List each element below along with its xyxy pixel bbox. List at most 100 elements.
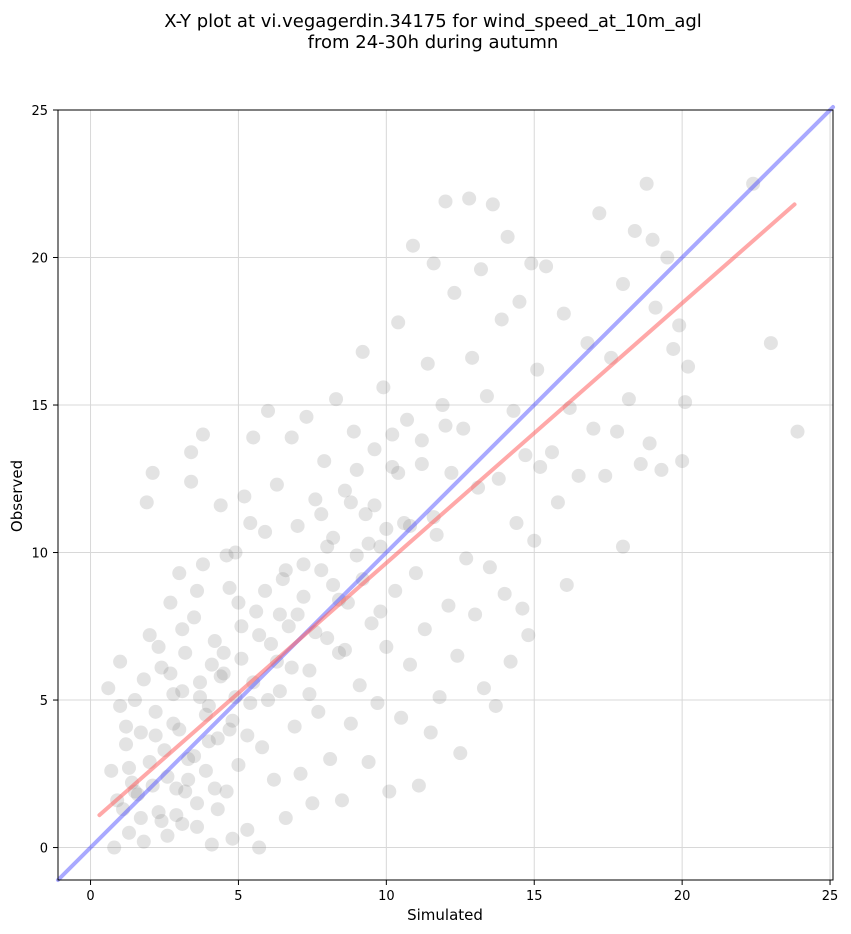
scatter-point: [423, 725, 438, 740]
scatter-point: [184, 445, 199, 460]
scatter-point: [326, 530, 341, 545]
scatter-point: [462, 191, 477, 206]
scatter-point: [252, 628, 267, 643]
scatter-point: [228, 545, 243, 560]
scatter-point: [556, 306, 571, 321]
scatter-point: [160, 769, 175, 784]
scatter-point: [160, 828, 175, 843]
scatter-point: [133, 725, 148, 740]
scatter-point: [187, 749, 202, 764]
scatter-point: [459, 551, 474, 566]
scatter-point: [763, 336, 778, 351]
chart-title-line-1: X-Y plot at vi.vegagerdin.34175 for wind…: [164, 11, 702, 32]
x-tick-label: 10: [378, 889, 395, 904]
scatter-point: [746, 176, 761, 191]
scatter-point: [500, 229, 515, 244]
scatter-point: [266, 772, 281, 787]
scatter-point: [142, 628, 157, 643]
x-tick-label: 25: [822, 889, 839, 904]
scatter-point: [104, 763, 119, 778]
scatter-point: [281, 619, 296, 634]
scatter-point: [121, 825, 136, 840]
scatter-point: [163, 666, 178, 681]
scatter-point: [166, 687, 181, 702]
scatter-point: [169, 808, 184, 823]
scatter-point: [382, 784, 397, 799]
scatter-point: [408, 566, 423, 581]
scatter-point: [403, 518, 418, 533]
scatter-point: [296, 589, 311, 604]
scatter-point: [216, 666, 231, 681]
scatter-point: [172, 722, 187, 737]
scatter-point: [320, 631, 335, 646]
scatter-point: [130, 787, 145, 802]
scatter-point: [234, 651, 249, 666]
y-tick-label: 5: [40, 694, 48, 709]
y-tick-label: 25: [31, 104, 48, 119]
scatter-point: [675, 454, 690, 469]
scatter-point: [133, 811, 148, 826]
scatter-point: [139, 495, 154, 510]
scatter-point: [444, 465, 459, 480]
scatter-point: [151, 639, 166, 654]
scatter-point: [201, 698, 216, 713]
scatter-point: [391, 465, 406, 480]
scatter-point: [163, 595, 178, 610]
scatter-point: [373, 539, 388, 554]
scatter-point: [482, 560, 497, 575]
scatter-point: [192, 690, 207, 705]
scatter-point: [397, 516, 412, 531]
chart-title-line-2: from 24-30h during autumn: [308, 32, 559, 53]
scatter-point: [243, 695, 258, 710]
scatter-point: [302, 687, 317, 702]
y-axis-label: Observed: [8, 460, 26, 532]
scatter-point: [621, 392, 636, 407]
y-tick-label: 0: [40, 842, 48, 857]
scatter-point: [450, 648, 465, 663]
fit-lines: [56, 105, 835, 882]
scatter-point: [302, 663, 317, 678]
scatter-point: [219, 784, 234, 799]
scatter-point: [373, 604, 388, 619]
scatter-point: [337, 483, 352, 498]
scatter-point: [101, 681, 116, 696]
y-tick-label: 10: [31, 547, 48, 562]
scatter-point: [127, 693, 142, 708]
scatter-point: [181, 752, 196, 767]
x-tick-label: 15: [526, 889, 543, 904]
scatter-point: [314, 563, 329, 578]
scatter-point: [503, 654, 518, 669]
scatter-point: [660, 250, 675, 265]
scatter-point: [119, 737, 134, 752]
scatter-point: [210, 731, 225, 746]
scatter-point: [225, 713, 240, 728]
scatter-point: [119, 719, 134, 734]
scatter-point: [476, 681, 491, 696]
scatter-point: [249, 604, 264, 619]
scatter-point: [258, 524, 273, 539]
scatter-point: [580, 336, 595, 351]
scatter-point: [379, 639, 394, 654]
scatter-point: [261, 693, 276, 708]
scatter-point: [527, 533, 542, 548]
scatter-point: [405, 238, 420, 253]
scatter-point: [370, 695, 385, 710]
x-tick-label: 20: [674, 889, 691, 904]
x-axis-label: Simulated: [407, 906, 483, 924]
scatter-point: [435, 398, 450, 413]
scatter-point: [488, 698, 503, 713]
scatter-point: [346, 424, 361, 439]
scatter-point: [361, 754, 376, 769]
scatter-point: [210, 802, 225, 817]
scatter-point: [107, 840, 122, 855]
scatter-point: [479, 389, 494, 404]
x-tick-label: 0: [86, 889, 94, 904]
scatter-point: [518, 448, 533, 463]
scatter-point: [494, 312, 509, 327]
scatter-point: [213, 498, 228, 513]
scatter-point: [124, 775, 139, 790]
scatter-point: [287, 719, 302, 734]
x-tick-label: 5: [234, 889, 242, 904]
scatter-point: [213, 669, 228, 684]
scatter-point: [237, 489, 252, 504]
